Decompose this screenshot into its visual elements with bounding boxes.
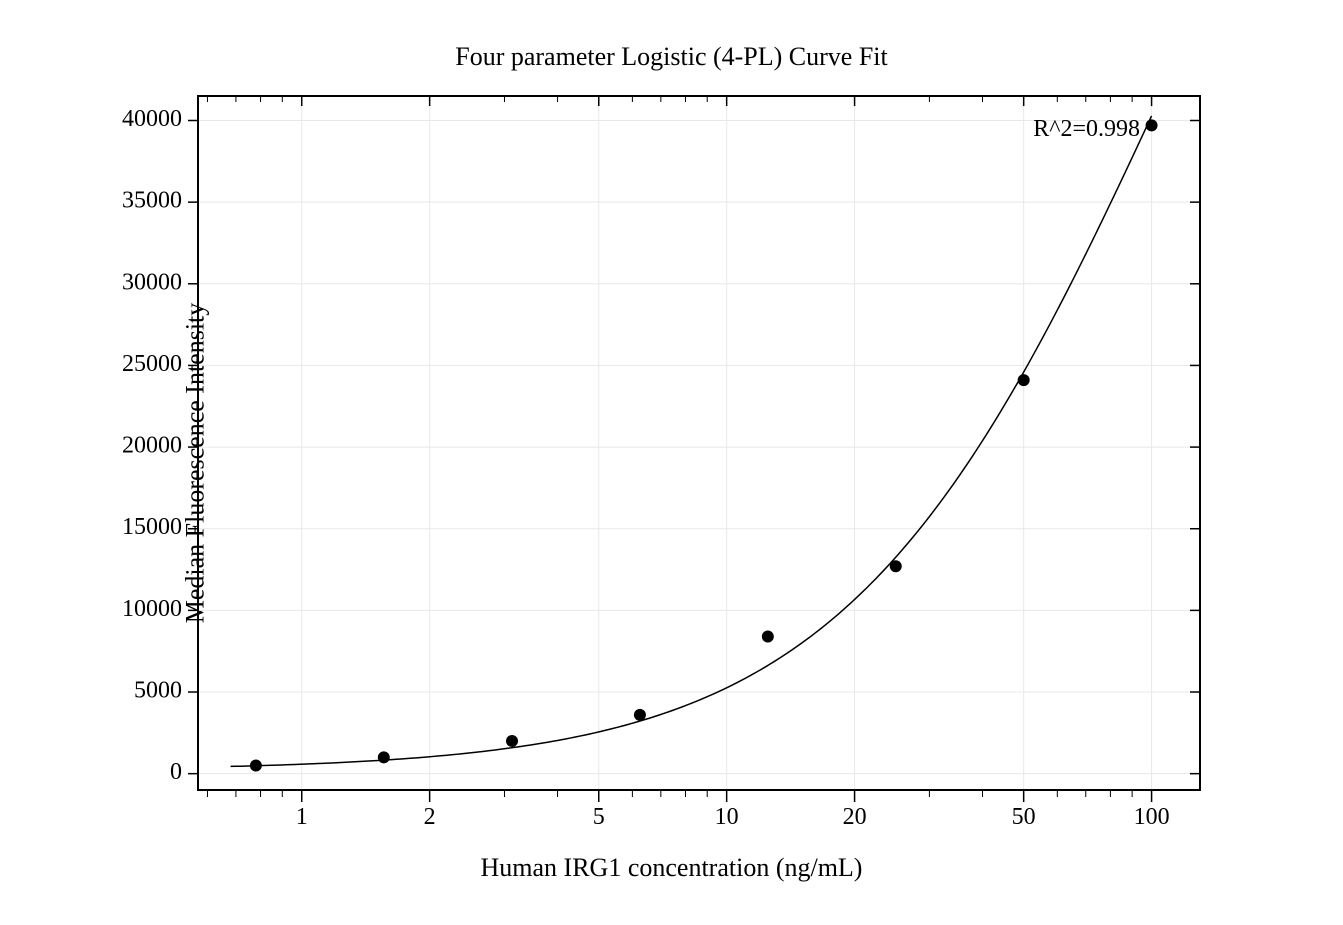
x-tick-label: 10: [715, 804, 739, 830]
y-tick-label: 10000: [122, 596, 182, 622]
y-tick-label: 25000: [122, 351, 182, 377]
y-tick-label: 15000: [122, 514, 182, 540]
y-tick-label: 40000: [122, 106, 182, 132]
x-tick-label: 5: [593, 804, 605, 830]
data-point: [378, 751, 390, 763]
data-point: [506, 735, 518, 747]
x-tick-label: 50: [1012, 804, 1036, 830]
data-point: [762, 631, 774, 643]
data-point: [634, 709, 646, 721]
x-tick-label: 100: [1134, 804, 1170, 830]
fit-curve: [231, 116, 1152, 766]
y-tick-label: 30000: [122, 269, 182, 295]
data-point: [250, 760, 262, 772]
x-tick-label: 20: [843, 804, 867, 830]
y-tick-label: 5000: [134, 678, 182, 704]
y-tick-label: 35000: [122, 188, 182, 214]
data-point: [1018, 374, 1030, 386]
r-squared-annotation: R^2=0.998: [1033, 116, 1140, 142]
data-point: [1146, 119, 1158, 131]
y-tick-label: 0: [170, 759, 182, 785]
x-tick-label: 1: [296, 804, 308, 830]
chart-plot-area: 0 5000 10000 15000 20000 25000 30000 35000 40000…: [0, 0, 1343, 925]
y-tick-label: 20000: [122, 433, 182, 459]
data-point: [890, 560, 902, 572]
x-tick-label: 2: [424, 804, 436, 830]
